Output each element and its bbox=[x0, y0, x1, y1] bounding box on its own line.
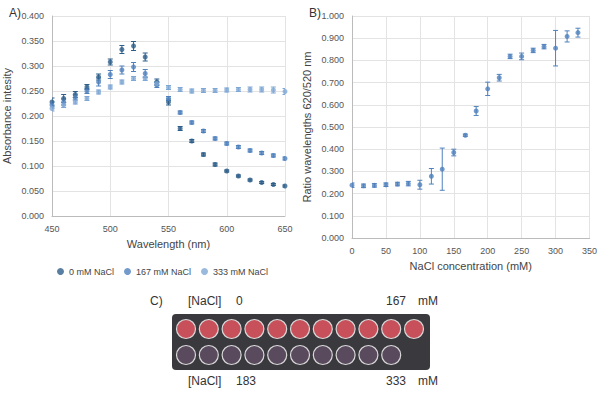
html-text:C): C) bbox=[150, 294, 163, 308]
svg-text:0.050: 0.050 bbox=[21, 186, 44, 196]
svg-text:Ratio wavelengths 620/520 nm: Ratio wavelengths 620/520 nm bbox=[301, 51, 313, 202]
svg-text:167 mM NaCl: 167 mM NaCl bbox=[136, 267, 191, 277]
svg-text:Wavelength (nm): Wavelength (nm) bbox=[127, 238, 210, 250]
svg-text:B): B) bbox=[309, 6, 321, 20]
svg-text:0.400: 0.400 bbox=[21, 11, 44, 21]
svg-text:550: 550 bbox=[161, 224, 176, 234]
html-text:183: 183 bbox=[236, 374, 256, 388]
svg-text:150: 150 bbox=[446, 246, 461, 256]
svg-text:NaCl concentration (mM): NaCl concentration (mM) bbox=[410, 260, 532, 272]
svg-text:333 mM NaCl: 333 mM NaCl bbox=[213, 267, 268, 277]
svg-text:0.500: 0.500 bbox=[321, 122, 344, 132]
svg-text:0.100: 0.100 bbox=[321, 211, 344, 221]
html-text:[NaCl]: [NaCl] bbox=[188, 294, 222, 308]
svg-text:0.600: 0.600 bbox=[321, 100, 344, 110]
svg-text:350: 350 bbox=[582, 246, 597, 256]
svg-text:0 mM NaCl: 0 mM NaCl bbox=[69, 267, 114, 277]
svg-text:250: 250 bbox=[514, 246, 529, 256]
html-text:mM: mM bbox=[418, 374, 438, 388]
svg-text:650: 650 bbox=[277, 224, 292, 234]
html-text:0: 0 bbox=[236, 294, 243, 308]
svg-text:0.800: 0.800 bbox=[321, 55, 344, 65]
html-text:167: 167 bbox=[386, 294, 406, 308]
svg-text:0.700: 0.700 bbox=[321, 78, 344, 88]
svg-text:0.100: 0.100 bbox=[21, 161, 44, 171]
svg-text:450: 450 bbox=[44, 224, 59, 234]
svg-text:200: 200 bbox=[480, 246, 495, 256]
svg-text:100: 100 bbox=[412, 246, 427, 256]
svg-text:0.350: 0.350 bbox=[21, 36, 44, 46]
svg-text:0.400: 0.400 bbox=[321, 144, 344, 154]
svg-text:1.000: 1.000 bbox=[321, 11, 344, 21]
svg-text:0.000: 0.000 bbox=[21, 211, 44, 221]
svg-text:0.200: 0.200 bbox=[21, 111, 44, 121]
html-text:mM: mM bbox=[418, 294, 438, 308]
svg-text:0.900: 0.900 bbox=[321, 33, 344, 43]
html-text:[NaCl]: [NaCl] bbox=[188, 374, 222, 388]
html-text:333: 333 bbox=[386, 374, 406, 388]
svg-text:0.250: 0.250 bbox=[21, 86, 44, 96]
svg-text:0.300: 0.300 bbox=[21, 61, 44, 71]
svg-text:0.150: 0.150 bbox=[21, 136, 44, 146]
svg-text:0.000: 0.000 bbox=[321, 233, 344, 243]
svg-text:50: 50 bbox=[381, 246, 391, 256]
svg-text:0.300: 0.300 bbox=[321, 166, 344, 176]
svg-text:A): A) bbox=[9, 6, 21, 20]
svg-text:0: 0 bbox=[349, 246, 354, 256]
svg-text:300: 300 bbox=[548, 246, 563, 256]
svg-text:500: 500 bbox=[103, 224, 118, 234]
svg-text:Absorbance intesity: Absorbance intesity bbox=[1, 68, 13, 164]
svg-text:0.200: 0.200 bbox=[321, 189, 344, 199]
svg-text:600: 600 bbox=[219, 224, 234, 234]
